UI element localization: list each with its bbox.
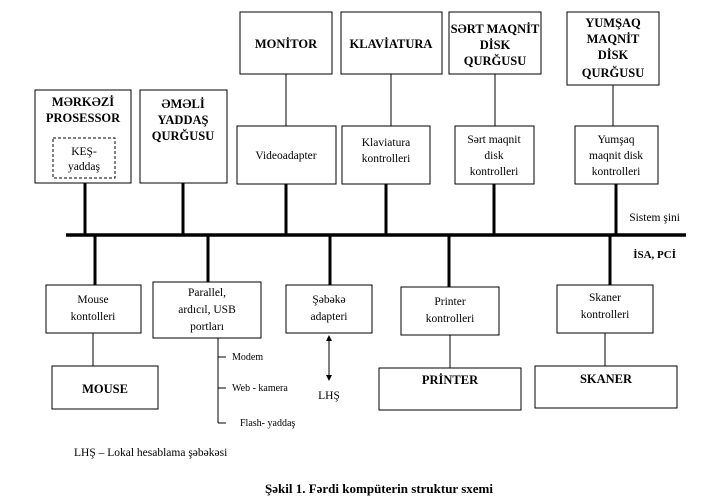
hard-disk-controller-line3: kontrolleri	[470, 166, 519, 178]
network-adapter-line1: Şəbəkə	[312, 294, 345, 306]
isa-pci-label: İSA, PCİ	[633, 249, 676, 261]
printer-box: PRİNTER	[378, 367, 522, 411]
videoadapter-box: Videoadapter	[236, 125, 337, 185]
monitor-label: MONİTOR	[255, 37, 318, 51]
network-adapter-line2: adapteri	[310, 311, 347, 323]
floppy-label-line2: MAQNİT	[587, 32, 640, 46]
floppy-controller-line3: kontrolleri	[592, 166, 641, 178]
system-bus-label: Sistem şini	[629, 212, 680, 224]
floppy-controller-line1: Yumşaq	[597, 134, 634, 146]
cpu-label-line2: PROSESSOR	[46, 111, 121, 125]
ports-line3: portları	[190, 321, 224, 333]
lan-label: LHŞ	[318, 390, 340, 402]
keyboard-label: KLAVİATURA	[350, 37, 433, 51]
cache-label-line2: yaddaş	[68, 161, 100, 173]
ram-box: ƏMƏLİ YADDAŞ QURĞUSU	[139, 89, 228, 184]
monitor-box: MONİTOR	[239, 11, 333, 75]
scanner-controller-box: Skaner kontrolleri	[556, 284, 654, 334]
flash-label: Flash- yaddaş	[240, 418, 295, 429]
hard-disk-label-line1: SƏRT MAQNİT	[451, 22, 540, 36]
keyboard-box: KLAVİATURA	[340, 11, 443, 75]
legend-text: LHŞ – Lokal hesablama şəbəkəsi	[74, 447, 227, 459]
printer-controller-box: Printer kontrolleri	[400, 286, 500, 336]
videoadapter-label: Videoadapter	[255, 150, 316, 162]
mouse-controller-line2: kontolleri	[71, 311, 116, 323]
scanner-controller-line2: kontrolleri	[581, 309, 630, 321]
cpu-label-line1: MƏRKƏZİ	[52, 95, 114, 109]
floppy-controller-line2: maqnit disk	[589, 150, 643, 162]
network-adapter-box: Şəbəkə adapteri	[285, 284, 373, 334]
keyboard-controller-line1: Klaviatura	[362, 137, 411, 149]
scanner-controller-line1: Skaner	[589, 292, 621, 304]
printer-label: PRİNTER	[422, 373, 479, 387]
mouse-controller-box: Mouse kontolleri	[45, 284, 142, 334]
keyboard-controller-line2: kontrolleri	[362, 153, 411, 165]
hard-disk-controller-line1: Sərt maqnit	[467, 134, 521, 146]
hard-disk-label-line3: QURĞUSU	[464, 54, 527, 68]
keyboard-controller-box: Klaviatura kontrolleri	[341, 125, 431, 185]
mouse-label: MOUSE	[82, 382, 128, 396]
ports-line2: ardıcıl, USB	[178, 304, 236, 316]
hard-disk-box: SƏRT MAQNİT DİSK QURĞUSU	[448, 11, 542, 75]
ports-box: Parallel, ardıcıl, USB portları	[152, 281, 262, 339]
hard-disk-controller-box: Sərt maqnit disk kontrolleri	[454, 125, 535, 185]
ram-label-line3: QURĞUSU	[152, 129, 215, 143]
ram-label-line2: YADDAŞ	[158, 113, 209, 127]
cache-label-line1: KEŞ-	[71, 146, 97, 158]
webcam-label: Web - kamera	[232, 383, 288, 394]
floppy-label-line1: YUMŞAQ	[585, 16, 641, 30]
hard-disk-label-line2: DİSK	[480, 38, 511, 52]
ram-label-line1: ƏMƏLİ	[161, 97, 205, 111]
floppy-label-line3: DİSK	[598, 48, 629, 62]
mouse-box: MOUSE	[51, 365, 159, 410]
cpu-box: MƏRKƏZİ PROSESSOR KEŞ- yaddaş	[34, 89, 132, 184]
scanner-box: SKANER	[534, 365, 678, 409]
mouse-controller-line1: Mouse	[77, 294, 108, 306]
figure-caption: Şəkil 1. Fərdi kompüterin struktur sxemi	[265, 481, 493, 496]
floppy-disk-box: YUMŞAQ MAQNİT DİSK QURĞUSU	[566, 11, 660, 86]
floppy-label-line4: QURĞUSU	[582, 66, 645, 80]
scanner-label: SKANER	[580, 372, 633, 386]
modem-label: Modem	[232, 352, 263, 363]
floppy-controller-box: Yumşaq maqnit disk kontrolleri	[574, 125, 659, 185]
printer-controller-line2: kontrolleri	[426, 313, 475, 325]
hard-disk-controller-line2: disk	[484, 150, 503, 162]
cache-box	[52, 137, 116, 179]
printer-controller-line1: Printer	[434, 296, 465, 308]
ports-line1: Parallel,	[188, 287, 226, 299]
